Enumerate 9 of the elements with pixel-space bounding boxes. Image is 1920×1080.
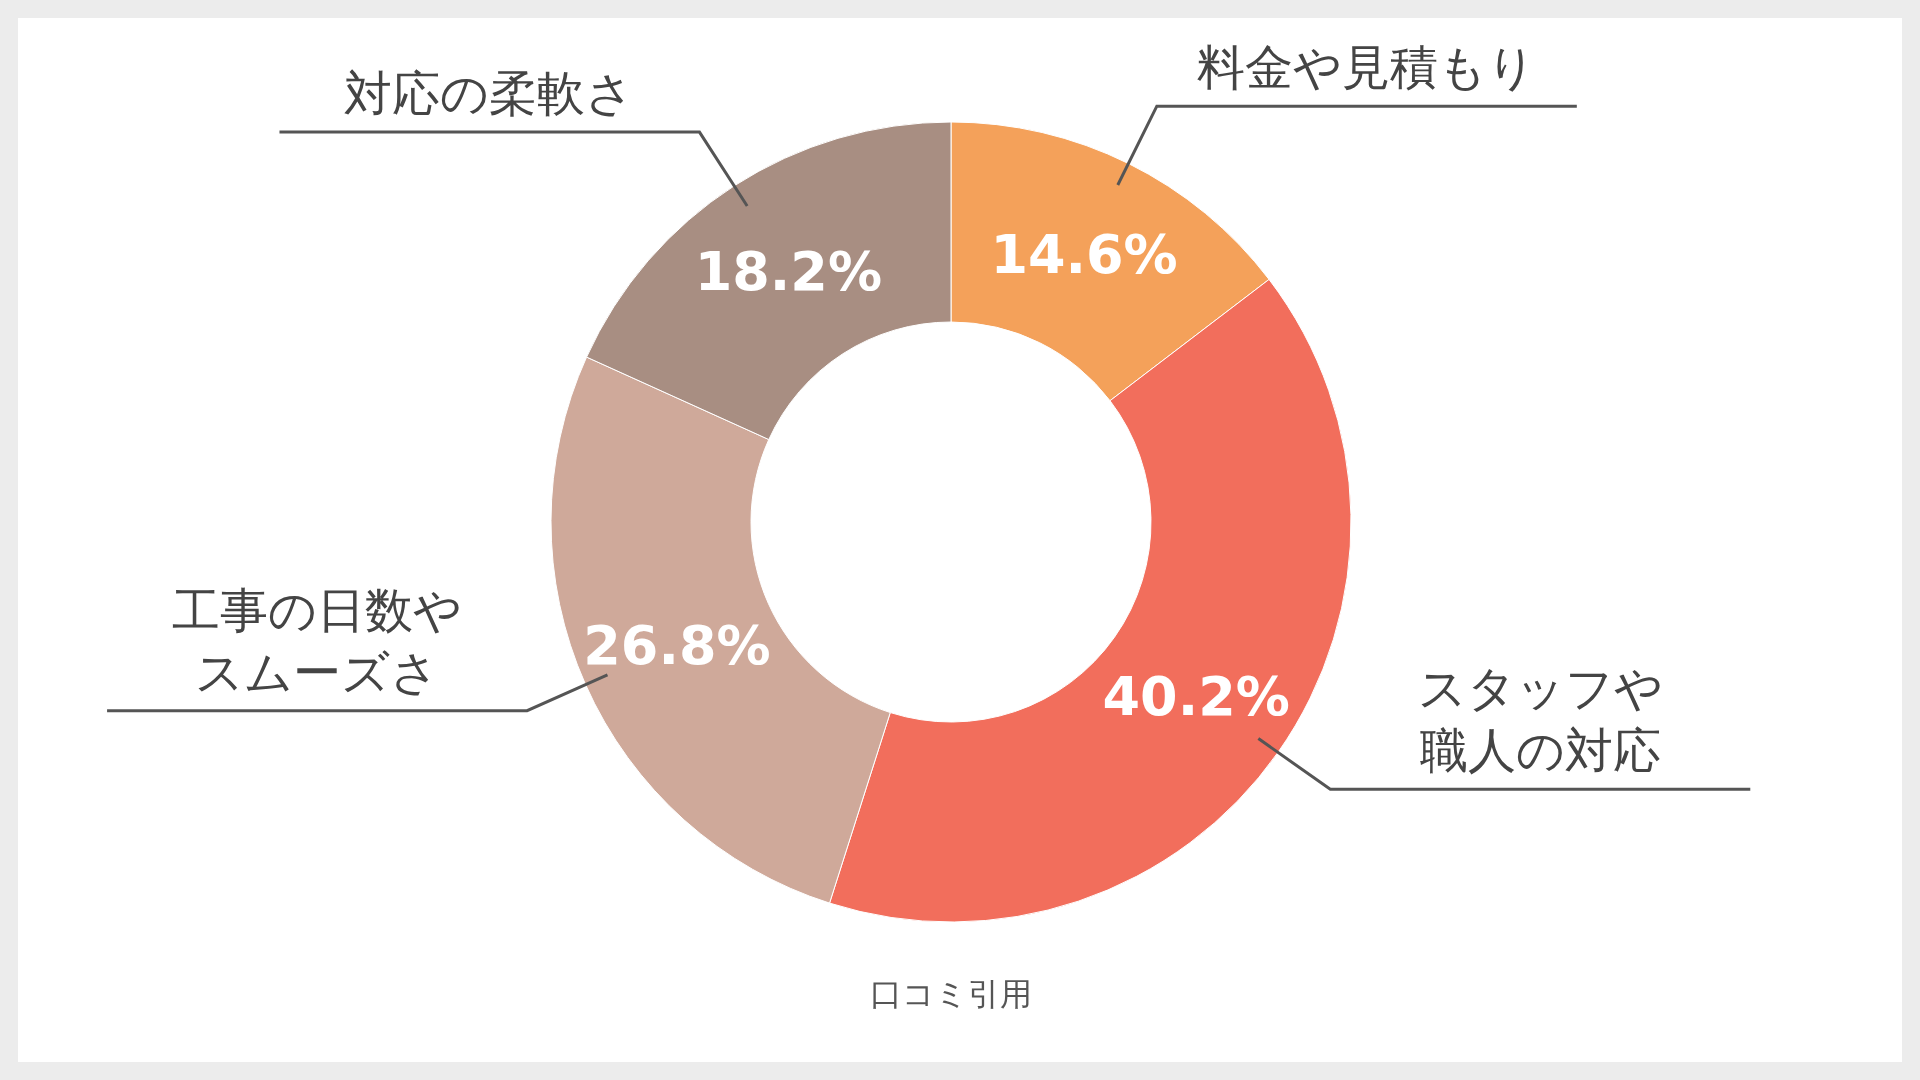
data-label: 14.6%: [990, 223, 1178, 287]
data-label: 40.2%: [1102, 664, 1290, 728]
slice-label: 対応の柔軟さ: [344, 65, 635, 122]
slice-label: 料金や見積もり: [1197, 39, 1537, 96]
data-label: 18.2%: [694, 239, 883, 303]
slice-label: スタッフや職人の対応: [1417, 660, 1663, 779]
text: 口コミ引用: [870, 975, 1032, 1013]
slice-label: 工事の日数やスムーズさ: [172, 581, 463, 700]
data-label: 26.8%: [583, 613, 771, 677]
